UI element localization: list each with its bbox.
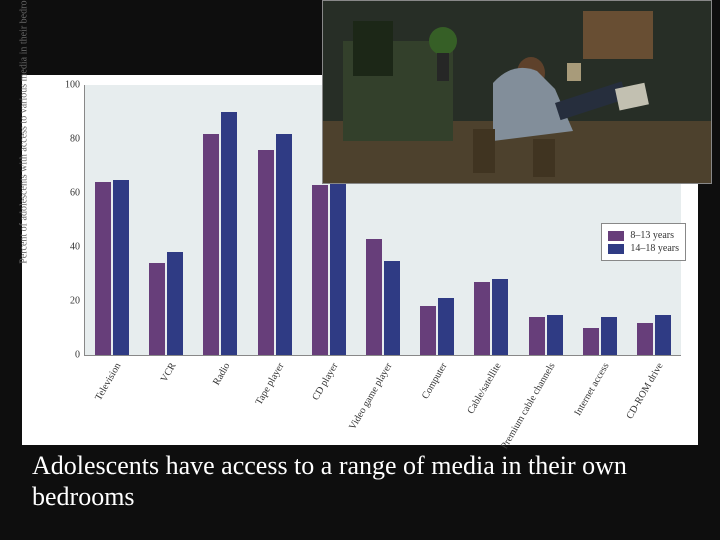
- slide-caption: Adolescents have access to a range of me…: [32, 450, 692, 512]
- y-tick: 0: [60, 350, 80, 361]
- bar: [420, 306, 436, 355]
- x-tick-label: Television: [94, 361, 124, 402]
- bar: [583, 328, 599, 355]
- x-tick-label: Radio: [211, 361, 232, 387]
- bar: [637, 323, 653, 355]
- legend: 8–13 years 14–18 years: [601, 223, 686, 261]
- bar: [167, 252, 183, 355]
- bar: [529, 317, 545, 355]
- bar: [221, 112, 237, 355]
- bedroom-photo: [322, 0, 712, 184]
- bar: [601, 317, 617, 355]
- legend-swatch-1: [608, 231, 624, 241]
- legend-row-1: 8–13 years: [608, 230, 679, 241]
- bar: [547, 315, 563, 356]
- bar: [149, 263, 165, 355]
- y-tick: 100: [60, 80, 80, 91]
- x-tick-label: CD player: [311, 361, 341, 402]
- x-tick-label: Cable/satellite: [465, 361, 503, 416]
- bar: [258, 150, 274, 355]
- bar: [366, 239, 382, 355]
- slide-root: Percent of adolescents with access to va…: [0, 0, 720, 540]
- legend-swatch-2: [608, 244, 624, 254]
- legend-label-1: 8–13 years: [630, 230, 674, 241]
- y-tick: 60: [60, 188, 80, 199]
- x-tick-label: VCR: [158, 361, 178, 384]
- x-tick-label: Video game player: [348, 361, 395, 432]
- y-tick: 80: [60, 134, 80, 145]
- legend-row-2: 14–18 years: [608, 243, 679, 254]
- y-axis-label: Percent of adolescents with access to va…: [19, 252, 30, 264]
- x-tick-label: Premium cable channels: [499, 361, 557, 451]
- bar: [655, 315, 671, 356]
- y-tick: 40: [60, 242, 80, 253]
- bar: [474, 282, 490, 355]
- x-tick-label: Internet access: [573, 361, 612, 418]
- bar: [113, 180, 129, 356]
- y-tick: 20: [60, 296, 80, 307]
- bar: [384, 261, 400, 356]
- bar: [438, 298, 454, 355]
- x-tick-label: Tape player: [254, 361, 287, 407]
- legend-label-2: 14–18 years: [630, 243, 679, 254]
- x-tick-label: Computer: [420, 361, 450, 401]
- bar: [312, 185, 328, 355]
- bar: [95, 182, 111, 355]
- bar: [492, 279, 508, 355]
- x-tick-label: CD-ROM drive: [625, 361, 666, 421]
- bar: [276, 134, 292, 355]
- bar: [203, 134, 219, 355]
